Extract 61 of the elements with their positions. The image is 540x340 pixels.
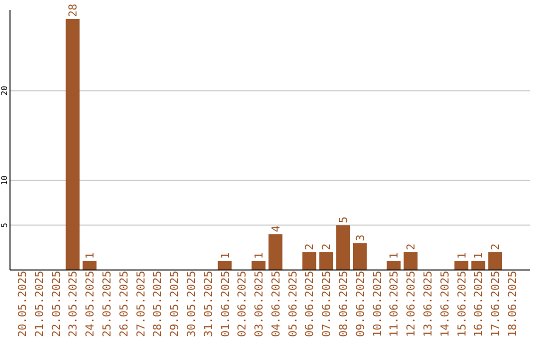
x-tick-label: 12.06.2025	[404, 270, 418, 337]
data-label: 1	[218, 252, 232, 260]
x-tick-label: 10.06.2025	[370, 270, 384, 337]
bar	[319, 252, 334, 270]
bar	[336, 225, 350, 270]
x-tick-label: 17.06.2025	[489, 270, 502, 337]
y-tick-label: 10	[0, 175, 9, 186]
data-label: 2	[404, 243, 418, 250]
data-label: 1	[472, 252, 486, 260]
x-tick-label: 15.06.2025	[455, 270, 468, 337]
data-label: 3	[354, 234, 367, 242]
bar	[66, 18, 80, 270]
bar	[218, 261, 232, 270]
x-tick-label: 16.06.2025	[472, 270, 486, 337]
x-tick-label: 29.05.2025	[168, 270, 182, 337]
x-tick-label: 04.06.2025	[269, 270, 282, 337]
data-label: 5	[337, 216, 350, 224]
x-tick-label: 26.05.2025	[117, 270, 130, 337]
y-tick-label: 20	[0, 86, 9, 96]
bar	[454, 261, 468, 270]
data-label: 1	[84, 252, 97, 260]
x-tick-label: 31.05.2025	[202, 270, 215, 337]
data-label: 2	[320, 243, 334, 250]
x-tick-label: 09.06.2025	[354, 270, 367, 337]
x-tick-label: 13.06.2025	[422, 270, 435, 337]
bar	[471, 261, 486, 270]
bar	[302, 252, 316, 270]
data-label: 1	[252, 252, 266, 260]
x-tick-label: 27.05.2025	[134, 270, 148, 337]
x-tick-label: 28.05.2025	[151, 270, 164, 337]
x-tick-label: 24.05.2025	[84, 270, 97, 337]
bar	[252, 261, 266, 270]
bar	[82, 261, 97, 270]
bar	[268, 234, 282, 270]
x-tick-label: 22.05.2025	[50, 270, 63, 337]
bar	[404, 252, 418, 270]
x-tick-label: 23.05.2025	[66, 270, 80, 337]
x-tick-label: 25.05.2025	[100, 270, 114, 337]
x-tick-label: 21.05.2025	[32, 270, 46, 337]
bar	[353, 243, 367, 270]
y-tick-label: 5	[0, 222, 9, 228]
bar	[488, 252, 502, 270]
x-tick-label: 30.05.2025	[184, 270, 198, 337]
x-tick-label: 06.06.2025	[303, 270, 316, 337]
x-tick-label: 05.06.2025	[286, 270, 300, 337]
x-tick-label: 03.06.2025	[252, 270, 266, 337]
x-tick-label: 11.06.2025	[388, 270, 401, 337]
data-label: 2	[489, 243, 502, 250]
data-label: 1	[455, 252, 468, 260]
x-tick-label: 14.06.2025	[438, 270, 452, 337]
data-label: 28	[66, 4, 80, 17]
x-tick-label: 07.06.2025	[320, 270, 334, 337]
bar	[386, 261, 401, 270]
x-tick-label: 01.06.2025	[218, 270, 232, 337]
x-tick-label: 18.06.2025	[506, 270, 520, 337]
data-label: 4	[269, 225, 282, 232]
x-tick-label: 20.05.2025	[16, 270, 29, 337]
data-label: 1	[388, 252, 401, 260]
x-tick-label: 08.06.2025	[337, 270, 350, 337]
data-label: 2	[303, 243, 316, 250]
x-tick-label: 02.06.2025	[236, 270, 249, 337]
